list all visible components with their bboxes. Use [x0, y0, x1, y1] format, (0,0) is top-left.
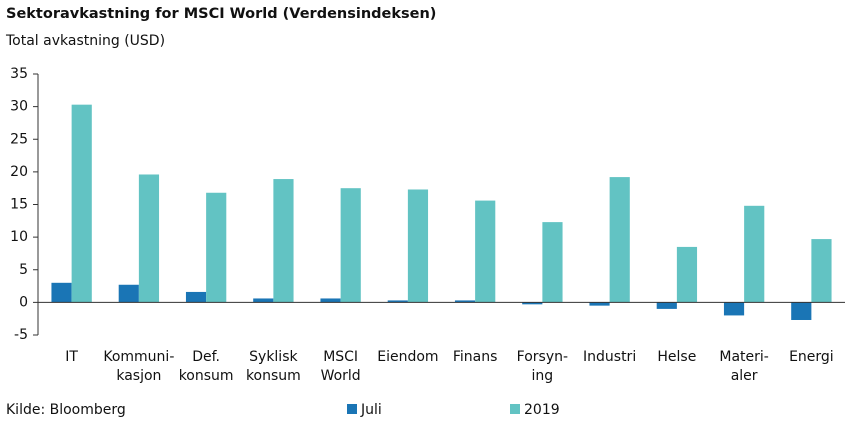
x-tick-label: Kommuni-kasjon [103, 349, 174, 384]
bar [723, 302, 745, 316]
bar [387, 300, 408, 303]
bar [138, 174, 160, 303]
x-tick-label: MSCI World [321, 349, 361, 384]
bar [656, 302, 677, 309]
source: Kilde: Bloomberg [6, 402, 126, 418]
bar [542, 222, 563, 303]
legend-swatch [347, 404, 357, 414]
x-tick-label: IT [65, 349, 78, 365]
legend-label: Juli [360, 402, 382, 418]
x-tick-label: Forsyn-ing [517, 349, 568, 384]
bar [589, 302, 610, 306]
x-tick-label: Materi-aler [719, 349, 768, 384]
bar [185, 291, 207, 303]
y-tick-label: 15 [10, 197, 28, 213]
x-tick-label: Syklisk konsum [246, 349, 301, 384]
bar [320, 298, 341, 303]
y-tick-label: 10 [10, 229, 28, 245]
legend-label: 2019 [524, 402, 560, 418]
bar [206, 192, 227, 303]
bar [791, 302, 812, 320]
y-tick-label: 35 [10, 66, 28, 82]
bar [475, 200, 496, 303]
y-tick-label: -5 [14, 327, 28, 343]
bar [273, 179, 294, 303]
x-tick-label: Eiendom [377, 349, 438, 365]
y-tick-label: 20 [10, 164, 28, 180]
bar [253, 298, 274, 303]
bar [407, 189, 429, 303]
bar [340, 188, 361, 303]
bar [744, 205, 765, 303]
bar [676, 246, 698, 303]
chart-title: Sektoravkastning for MSCI World (Verdens… [6, 6, 436, 22]
y-tick-label: 25 [10, 131, 28, 147]
x-tick-label: Industri [583, 349, 636, 365]
bar [51, 282, 72, 303]
x-tick-label: Finans [453, 349, 498, 365]
y-tick-label: 0 [19, 294, 28, 310]
bar [454, 300, 476, 303]
bar [811, 239, 832, 303]
y-tick-label: 5 [19, 262, 28, 278]
chart-subtitle: Total avkastning (USD) [5, 33, 165, 49]
x-tick-label: Def. konsum [179, 349, 234, 384]
x-tick-label: Helse [657, 349, 696, 365]
x-tick-label: Energi [789, 349, 834, 365]
bar [118, 284, 139, 303]
bar [71, 104, 92, 303]
bar [609, 177, 630, 303]
legend-swatch [510, 404, 520, 414]
y-tick-label: 30 [10, 99, 28, 115]
bar [522, 302, 543, 305]
